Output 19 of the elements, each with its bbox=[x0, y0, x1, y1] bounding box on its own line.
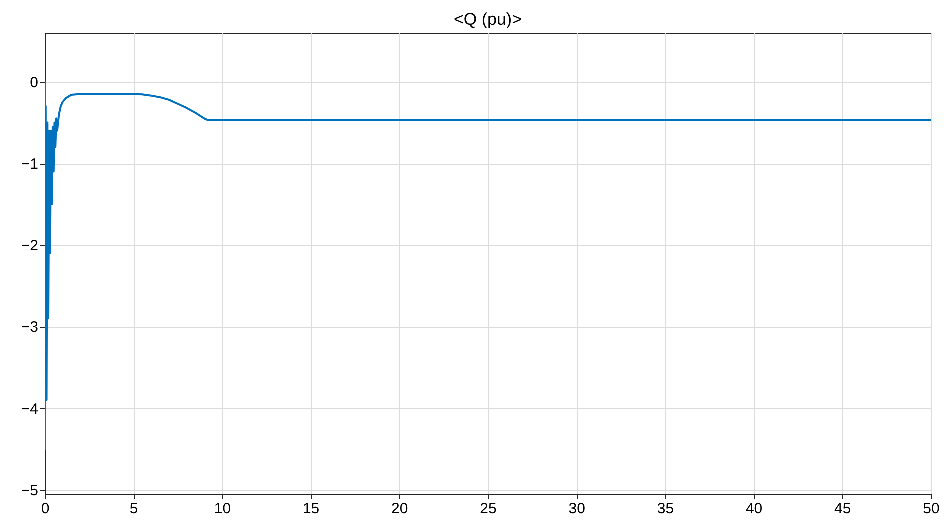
x-tick-label: 40 bbox=[746, 500, 763, 518]
x-tick-label: 50 bbox=[923, 500, 940, 518]
x-tick-label: 5 bbox=[130, 500, 138, 518]
y-tick-label: −1 bbox=[21, 156, 38, 174]
x-tick-label: 15 bbox=[302, 500, 320, 518]
y-tick-label: −3 bbox=[21, 319, 38, 336]
y-tick-label: −2 bbox=[21, 238, 38, 255]
x-tick-label: 20 bbox=[392, 500, 408, 518]
x-tick-label: 0 bbox=[41, 500, 50, 518]
x-tick-label: 45 bbox=[834, 500, 852, 518]
y-tick-label: 0 bbox=[30, 74, 38, 92]
x-tick-label: 25 bbox=[480, 500, 497, 518]
chart-title: <Q (pu)> bbox=[454, 10, 522, 29]
line-series bbox=[45, 80, 931, 450]
y-tick-label: −5 bbox=[21, 482, 38, 500]
x-tick-label: 35 bbox=[657, 500, 674, 518]
x-tick-label: 30 bbox=[568, 500, 586, 518]
y-tick-label: −4 bbox=[21, 400, 38, 418]
x-tick-label: 10 bbox=[214, 500, 232, 518]
